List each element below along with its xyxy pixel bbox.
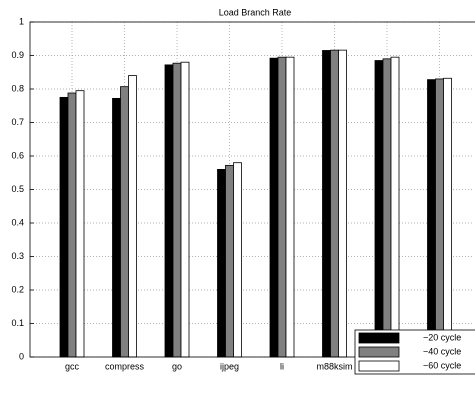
y-tick-label: 0.8: [11, 83, 24, 93]
y-tick-label: 0.9: [11, 50, 24, 60]
bar: [217, 168, 226, 358]
bar: [374, 60, 384, 358]
chart-title: Load Branch Rate: [219, 7, 292, 17]
bar: [180, 61, 190, 358]
bar: [435, 78, 444, 358]
bar: [269, 57, 279, 358]
bar: [172, 62, 182, 358]
x-tick-label: ijpeg: [220, 361, 239, 371]
y-tick-label: 0.3: [11, 251, 24, 261]
bar: [225, 164, 234, 358]
bar: [120, 86, 129, 358]
bar: [75, 90, 85, 358]
y-tick-label: 0.7: [11, 117, 24, 127]
bar: [338, 49, 347, 358]
plot-frame: [29, 21, 475, 358]
legend-label: −60 cycle: [423, 360, 461, 370]
x-tick-label: compress: [105, 361, 145, 371]
bar: [330, 49, 339, 358]
bar: [233, 162, 242, 358]
x-tick-label: li: [280, 361, 284, 371]
bar: [67, 92, 77, 358]
y-tick-label: 0.2: [11, 284, 24, 294]
legend-swatch: [358, 332, 400, 344]
y-tick-label: 1: [19, 16, 24, 26]
y-tick-label: 0.5: [11, 184, 24, 194]
legend-label: −20 cycle: [423, 332, 461, 342]
bar: [128, 75, 137, 358]
y-tick-label: 0.4: [11, 217, 24, 227]
y-tick-label: 0.6: [11, 150, 24, 160]
x-tick-label: go: [172, 361, 182, 371]
bar: [382, 58, 392, 358]
y-tick-label: 0: [19, 351, 24, 361]
bar: [59, 96, 69, 358]
x-tick-label: gcc: [65, 361, 80, 371]
bar: [277, 56, 287, 358]
y-tick-label: 0.1: [11, 318, 24, 328]
bar: [285, 56, 295, 358]
bar: [164, 64, 174, 358]
bar: [443, 77, 452, 358]
x-tick-label: m88ksim: [316, 361, 352, 371]
bar: [322, 50, 331, 358]
legend-swatch: [358, 346, 400, 358]
legend-label: −40 cycle: [423, 346, 461, 356]
bar: [390, 56, 400, 358]
bar: [427, 79, 436, 358]
bar: [112, 97, 121, 358]
legend-swatch: [358, 360, 400, 372]
